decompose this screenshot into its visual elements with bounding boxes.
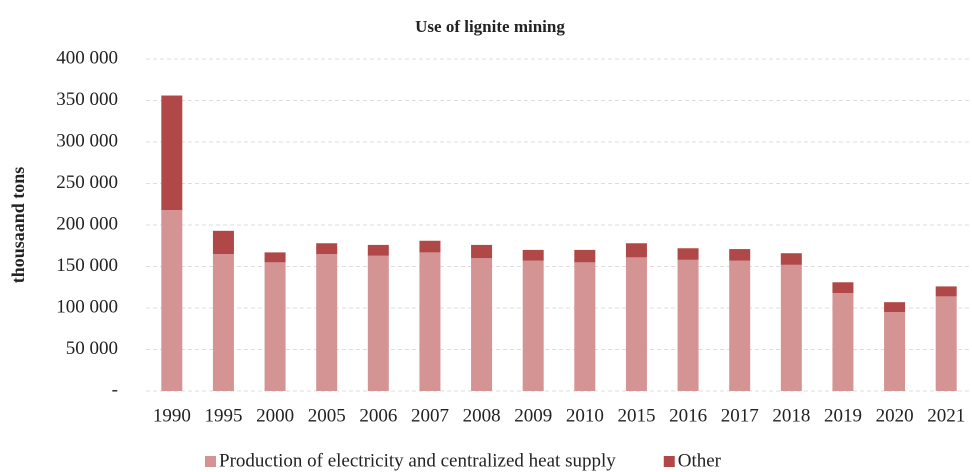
- bar-segment: [264, 262, 286, 391]
- y-tick-label: 100 000: [56, 296, 118, 317]
- x-tick-label: 2016: [669, 405, 707, 426]
- bar-segment: [212, 230, 234, 255]
- y-tick-label: -: [112, 379, 118, 400]
- bar-segment: [677, 259, 699, 391]
- bar-segment: [161, 95, 183, 211]
- x-tick-label: 1990: [153, 405, 191, 426]
- x-tick-label: 2009: [514, 405, 552, 426]
- bar-segment: [161, 210, 183, 391]
- bar-segment: [935, 296, 957, 391]
- x-tick-label: 2005: [308, 405, 346, 426]
- x-tick-label: 2015: [617, 405, 655, 426]
- bar-segment: [522, 249, 544, 261]
- bar-segment: [419, 240, 441, 253]
- bar-segment: [212, 254, 234, 391]
- bar-segment: [419, 252, 441, 391]
- bar-segment: [574, 249, 596, 263]
- x-tick-label: 2018: [772, 405, 810, 426]
- x-tick-label: 1995: [204, 405, 242, 426]
- x-tick-label: 2020: [876, 405, 914, 426]
- chart-title: Use of lignite mining: [415, 17, 565, 36]
- bar-segment: [316, 243, 338, 255]
- x-tick-label: 2021: [927, 405, 965, 426]
- bar-segment: [729, 260, 751, 391]
- y-tick-label: 200 000: [56, 213, 118, 234]
- x-tick-label: 2006: [359, 405, 397, 426]
- y-tick-label: 300 000: [56, 130, 118, 151]
- y-tick-label: 250 000: [56, 172, 118, 193]
- bar-segment: [780, 253, 802, 265]
- bar-segment: [316, 254, 338, 391]
- bar-segment: [471, 258, 493, 391]
- bar-segment: [832, 293, 854, 391]
- bar-segment: [884, 312, 906, 391]
- bar-segment: [625, 257, 647, 391]
- bar-segment: [729, 249, 751, 261]
- bar-segment: [884, 302, 906, 313]
- legend-swatch: [663, 456, 675, 467]
- legend-swatch: [205, 456, 216, 467]
- x-tick-label: 2008: [463, 405, 501, 426]
- x-tick-label: 2000: [256, 405, 294, 426]
- legend-label: Other: [678, 450, 722, 471]
- bar-segment: [625, 243, 647, 258]
- y-tick-label: 400 000: [56, 47, 118, 68]
- bar-segment: [677, 248, 699, 260]
- bar-segment: [471, 244, 493, 259]
- y-tick-label: 50 000: [66, 338, 118, 359]
- bar-segment: [367, 244, 389, 256]
- y-tick-label: 150 000: [56, 255, 118, 276]
- x-tick-label: 2017: [721, 405, 759, 426]
- bar-segment: [522, 260, 544, 391]
- y-tick-label: 350 000: [56, 89, 118, 110]
- bar-segment: [780, 264, 802, 391]
- legend-label: Production of electricity and centralize…: [219, 450, 616, 471]
- x-tick-label: 2007: [411, 405, 449, 426]
- x-tick-label: 2019: [824, 405, 862, 426]
- x-tick-label: 2010: [566, 405, 604, 426]
- bar-segment: [574, 262, 596, 391]
- bar-segment: [367, 255, 389, 391]
- bar-segment: [264, 252, 286, 263]
- bar-segment: [832, 282, 854, 294]
- y-axis-label: thousaand tons: [8, 167, 28, 284]
- bar-segment: [935, 286, 957, 297]
